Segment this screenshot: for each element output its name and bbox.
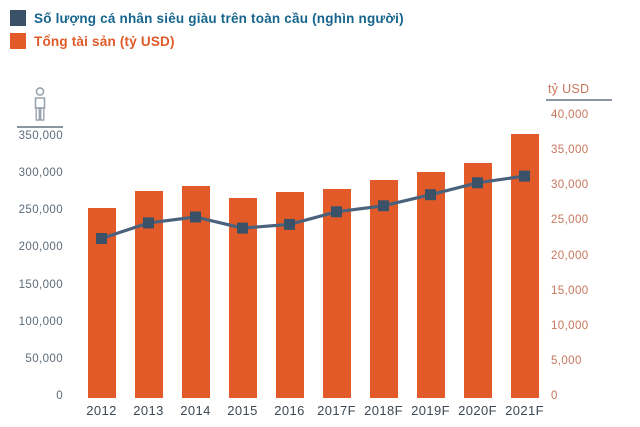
x-label-2012: 2012 <box>86 403 117 418</box>
y-axis-left-tick: 50,000 <box>25 352 63 365</box>
y-axis-right-tick: 0 <box>551 390 558 402</box>
y-axis-right-tick: 10,000 <box>551 319 589 332</box>
bar-2016 <box>275 192 304 398</box>
bar-2019F <box>416 171 445 398</box>
y-axis-left-tick: 100,000 <box>18 315 63 328</box>
legend: Số lượng cá nhân siêu giàu trên toàn cầu… <box>10 10 404 56</box>
bar-2012 <box>87 208 116 398</box>
y-axis-right-tick: 15,000 <box>551 284 589 297</box>
y-axis-left-tick: 0 <box>56 390 63 402</box>
x-label-2019F: 2019F <box>411 403 450 418</box>
bar-2015 <box>228 197 257 398</box>
legend-label-wealth: Tổng tài sản (tỷ USD) <box>34 33 175 49</box>
bar-2013 <box>134 190 163 398</box>
y-axis-right-tick: 40,000 <box>551 109 589 121</box>
x-label-2013: 2013 <box>133 403 164 418</box>
legend-item-wealth: Tổng tài sản (tỷ USD) <box>10 33 404 49</box>
y-axis-right-tick: 25,000 <box>551 214 589 227</box>
x-label-2021F: 2021F <box>505 403 544 418</box>
y-axis-right-tick: 5,000 <box>551 354 582 367</box>
legend-label-population: Số lượng cá nhân siêu giàu trên toàn cầu… <box>34 10 404 26</box>
bar-2014 <box>181 185 210 398</box>
right-axis-underline <box>546 99 612 101</box>
legend-item-population: Số lượng cá nhân siêu giàu trên toàn cầu… <box>10 10 404 26</box>
x-label-2017F: 2017F <box>317 403 356 418</box>
x-label-2016: 2016 <box>274 403 305 418</box>
left-axis-underline <box>17 126 63 128</box>
y-axis-left-tick: 200,000 <box>18 241 63 254</box>
legend-swatch-population <box>10 10 26 26</box>
x-label-2020F: 2020F <box>458 403 497 418</box>
y-axis-left-tick: 350,000 <box>18 130 63 142</box>
right-axis-title: tỷ USD <box>548 82 590 96</box>
y-axis-right-tick: 30,000 <box>551 179 589 192</box>
bar-2021F <box>510 133 539 398</box>
bar-2018F <box>369 179 398 398</box>
bar-2020F <box>463 162 492 398</box>
x-label-2018F: 2018F <box>364 403 403 418</box>
y-axis-right-tick: 20,000 <box>551 249 589 262</box>
x-label-2014: 2014 <box>180 403 211 418</box>
y-axis-right-tick: 35,000 <box>551 144 589 157</box>
population-line <box>100 174 525 241</box>
y-axis-left-tick: 300,000 <box>18 167 63 180</box>
bar-2017F <box>322 189 351 398</box>
left-axis-header <box>17 86 63 129</box>
legend-swatch-wealth <box>10 33 26 49</box>
x-label-2015: 2015 <box>227 403 258 418</box>
person-icon <box>34 87 46 121</box>
y-axis-left-tick: 150,000 <box>18 278 63 291</box>
y-axis-left-tick: 250,000 <box>18 204 63 217</box>
